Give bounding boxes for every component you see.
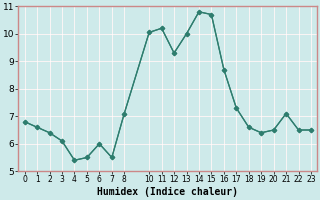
X-axis label: Humidex (Indice chaleur): Humidex (Indice chaleur) [97, 187, 238, 197]
